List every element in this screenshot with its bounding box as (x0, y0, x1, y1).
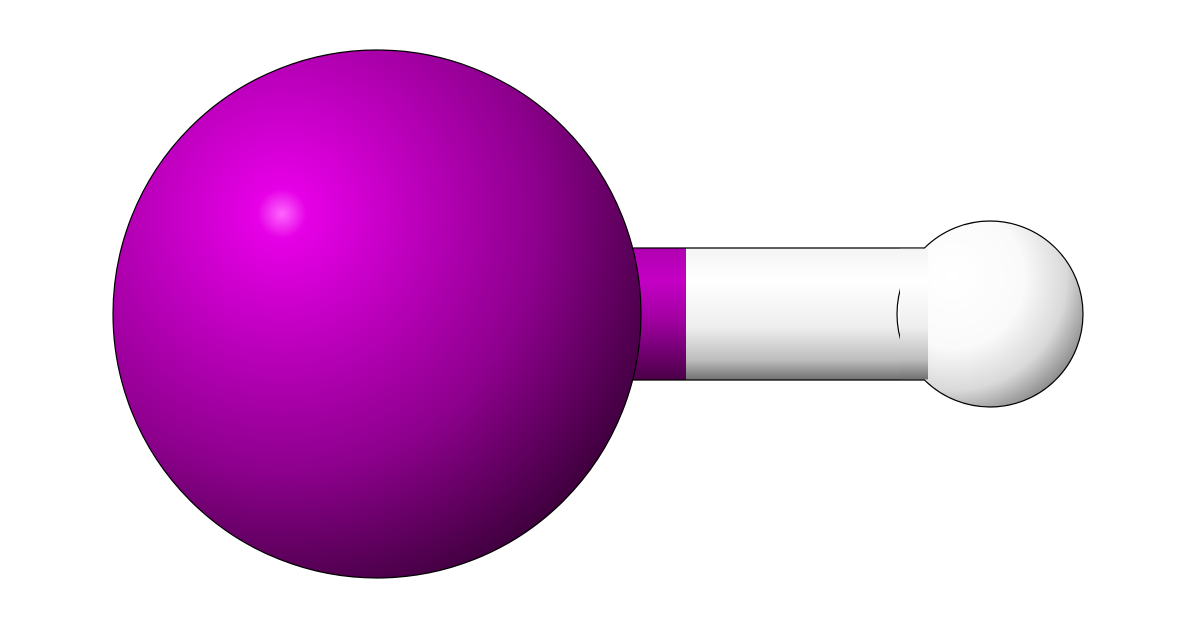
hydrogen-atom (896, 220, 1084, 408)
iodine-atom (112, 49, 642, 579)
bond-hydrogen-overlap (900, 248, 928, 380)
